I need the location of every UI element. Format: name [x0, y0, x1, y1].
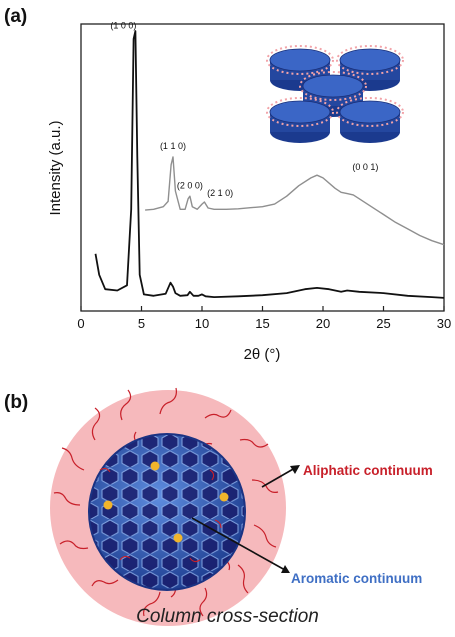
xrd-trace-black [94, 30, 445, 299]
aromatic-arrow [191, 517, 286, 571]
column-disc [266, 97, 334, 143]
aromatic-hexagons [89, 434, 245, 590]
aliphatic-arrowhead [290, 465, 300, 474]
xrd-trace-gray [145, 156, 445, 246]
peak-label: (1 0 0) [110, 21, 136, 31]
peak-label: (2 0 0) [177, 180, 203, 190]
series-group [94, 30, 445, 299]
x-tick-label: 25 [376, 316, 390, 331]
y-axis-label: Intensity (a.u.) [47, 120, 64, 215]
inner-chains [99, 467, 222, 563]
peak-label: (1 1 0) [160, 141, 186, 151]
x-tick-label: 5 [138, 316, 145, 331]
panel-label-b: (b) [4, 392, 29, 413]
aliphatic-callout: Aliphatic continuum [303, 463, 433, 478]
peak-label: (0 0 1) [352, 162, 378, 172]
aromatic-callout: Aromatic continuum [291, 571, 422, 586]
aliphatic-chains [53, 387, 279, 617]
column-disc [336, 97, 404, 143]
x-tick-label: 10 [195, 316, 209, 331]
aromatic-arrowhead [281, 565, 290, 573]
column-cross-section-diagram: Aliphatic continuum Aromatic continuum [50, 387, 433, 626]
x-tick-label: 0 [77, 316, 84, 331]
x-axis-ticks: 0 5 10 15 20 25 30 [77, 306, 451, 331]
panel-label-a: (a) [4, 6, 28, 27]
x-tick-label: 20 [316, 316, 330, 331]
x-axis-label: 2θ (°) [244, 346, 281, 363]
x-tick-label: 30 [437, 316, 451, 331]
column-disc [266, 45, 334, 91]
peak-label: (2 1 0) [207, 188, 233, 198]
xrd-chart: 0 5 10 15 20 25 30 (1 0 0) (1 1 0) (2 0 0) (2 1 0… [47, 21, 451, 363]
core-rim [88, 433, 246, 591]
aliphatic-arrow [261, 467, 296, 488]
peak-annotations: (1 0 0) (1 1 0) (2 0 0) (2 1 0) (0 0 1) [110, 21, 378, 199]
x-tick-label: 15 [255, 316, 269, 331]
dopant-dots [103, 461, 229, 543]
column-packing-inset [266, 45, 404, 143]
diagram-caption: Column cross-section [136, 606, 319, 627]
